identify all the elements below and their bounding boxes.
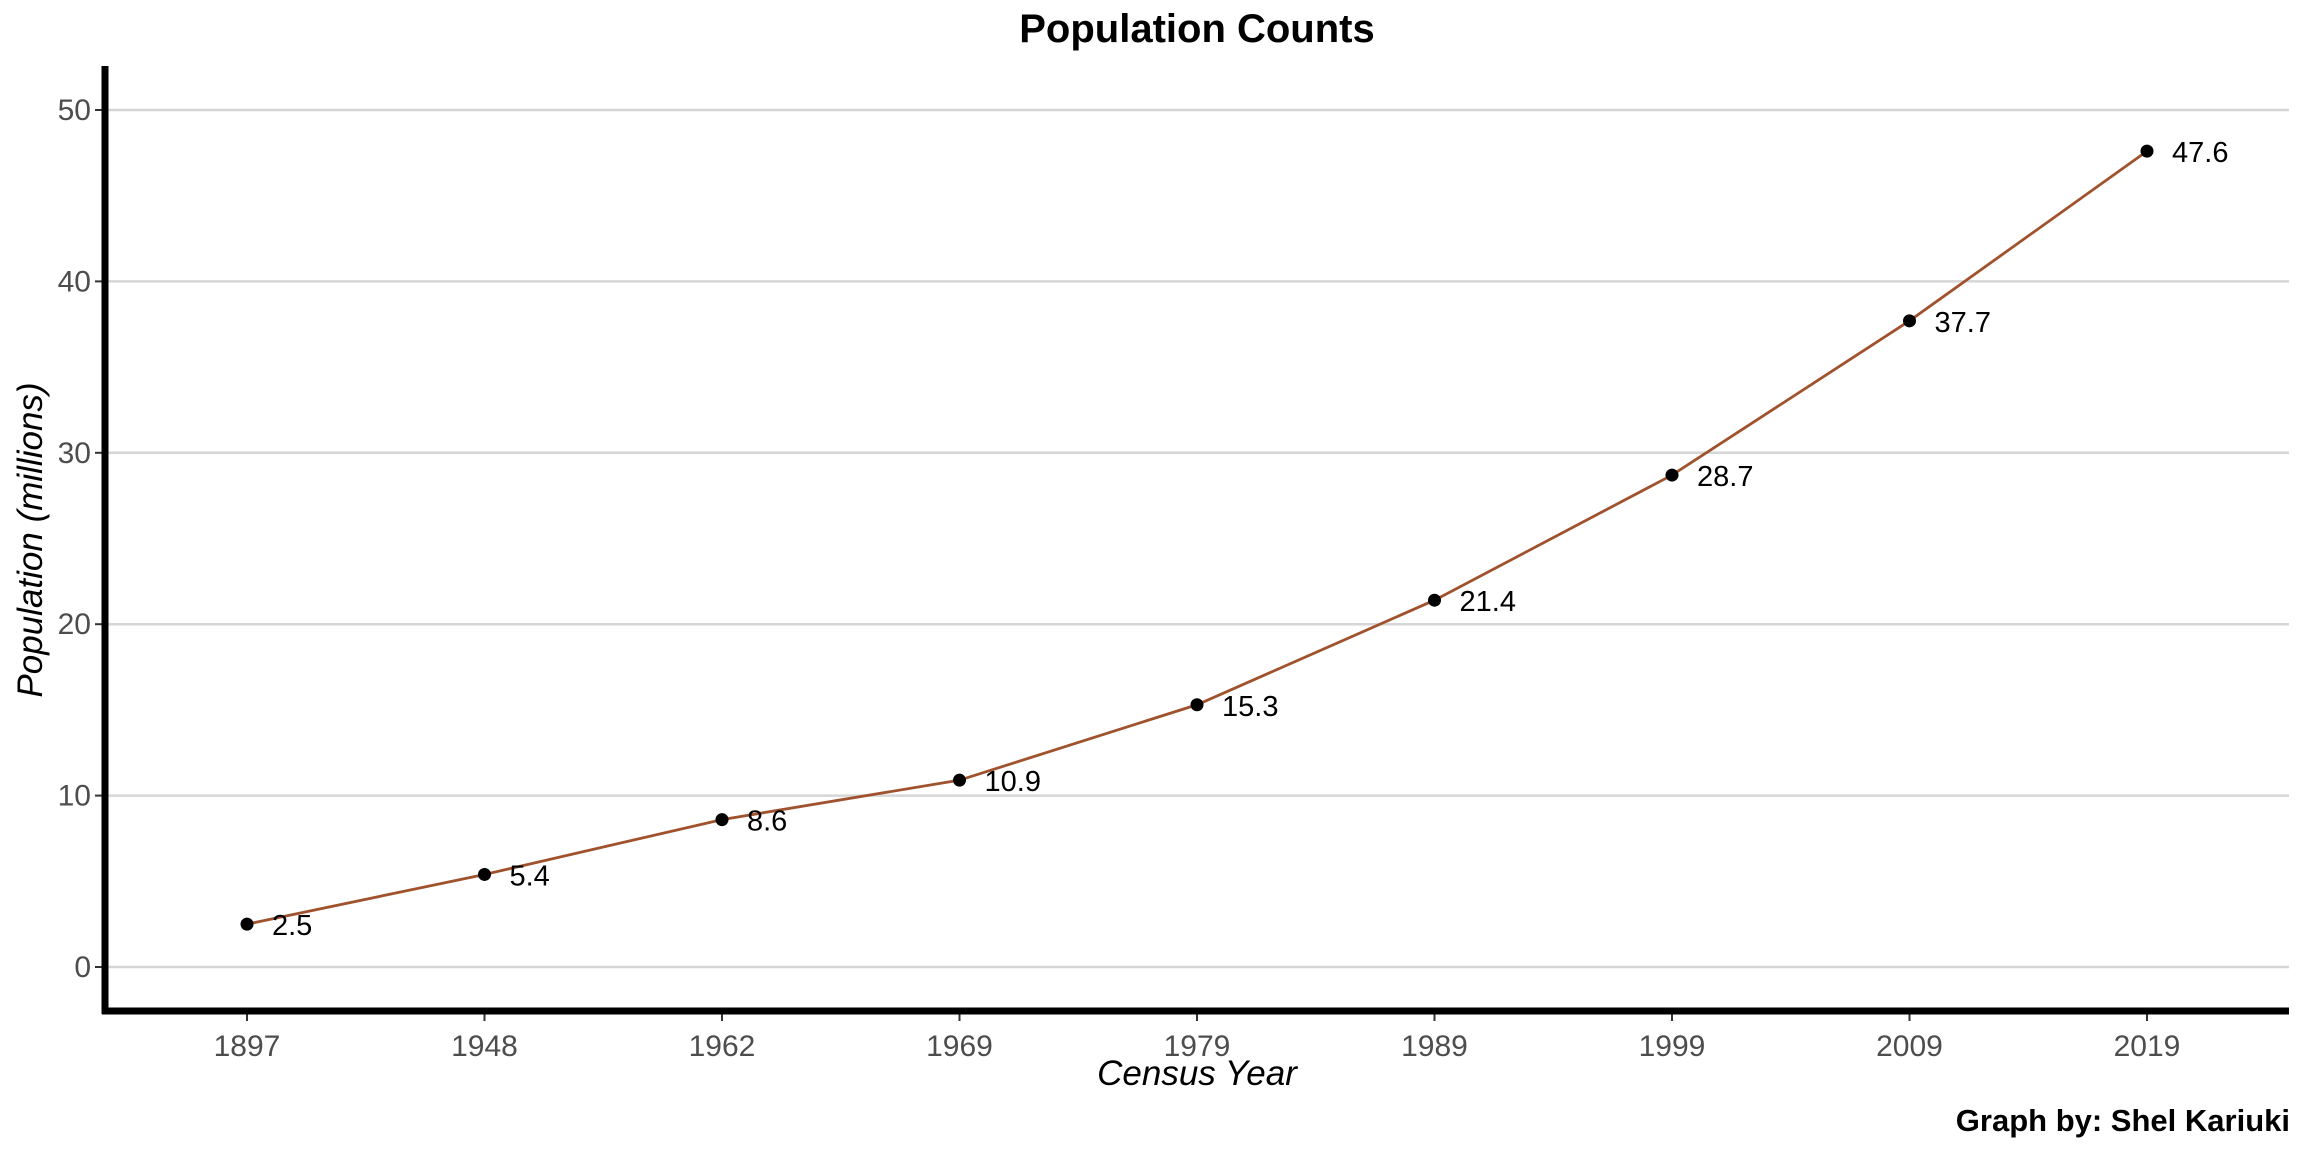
- y-axis-ticks: 0 10 20 30 40 50: [58, 94, 105, 984]
- y-axis-title: Population (millions): [11, 382, 50, 697]
- x-tick-label: 2009: [1876, 1030, 1943, 1063]
- y-tick-label: 10: [58, 780, 91, 813]
- data-point: [716, 813, 729, 826]
- data-label: 47.6: [2172, 137, 2228, 169]
- y-tick-label: 20: [58, 608, 91, 641]
- data-point: [478, 868, 491, 881]
- x-tick-label: 1989: [1401, 1030, 1468, 1063]
- x-tick-label: 1897: [214, 1030, 281, 1063]
- caption: Graph by: Shel Kariuki: [1956, 1103, 2290, 1138]
- y-tick-label: 50: [58, 94, 91, 127]
- data-label: 2.5: [272, 910, 312, 942]
- data-label: 5.4: [510, 860, 550, 892]
- data-labels-layer: 2.5 5.4 8.6 10.9 15.3 21.4 28.7 37.7 47.6: [272, 137, 2228, 942]
- data-point: [241, 918, 254, 931]
- series-layer: [247, 151, 2147, 924]
- data-point: [1666, 469, 1679, 482]
- data-point: [1191, 698, 1204, 711]
- data-label: 15.3: [1222, 691, 1278, 723]
- x-tick-label: 1969: [926, 1030, 993, 1063]
- x-tick-label: 2019: [2114, 1030, 2181, 1063]
- x-axis-title: Census Year: [1097, 1054, 1298, 1093]
- data-point: [1903, 314, 1916, 327]
- data-label: 21.4: [1460, 586, 1516, 618]
- data-label: 28.7: [1697, 461, 1753, 493]
- data-label: 10.9: [985, 766, 1041, 798]
- x-tick-label: 1948: [451, 1030, 518, 1063]
- y-tick-label: 30: [58, 437, 91, 470]
- y-tick-label: 40: [58, 265, 91, 298]
- data-label: 8.6: [747, 806, 787, 838]
- data-point: [953, 774, 966, 787]
- y-tick-label: 0: [74, 951, 91, 984]
- points-layer: [241, 145, 2154, 931]
- chart-title: Population Counts: [1019, 7, 1375, 51]
- series-line: [247, 151, 2147, 924]
- x-tick-label: 1962: [689, 1030, 756, 1063]
- data-point: [1428, 594, 1441, 607]
- x-tick-label: 1999: [1639, 1030, 1706, 1063]
- data-label: 37.7: [1935, 307, 1991, 339]
- data-point: [2141, 145, 2154, 158]
- gridlines: [105, 110, 2289, 967]
